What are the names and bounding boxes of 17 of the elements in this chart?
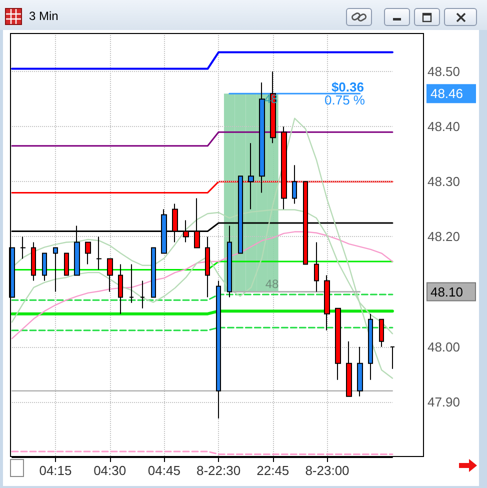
y-tick-label: 48.00: [427, 339, 460, 354]
x-tick-label: 04:15: [39, 463, 72, 478]
y-tick-label: 48.30: [427, 174, 460, 190]
y-tick-label: 47.90: [427, 394, 460, 410]
y-tick-label: 48.10: [430, 284, 464, 300]
y-tick-label: 48.40: [427, 119, 460, 134]
annotation: $0.36: [331, 80, 364, 94]
x-tick-label: 22:45: [256, 463, 290, 478]
x-tick-label: 8-23:00: [305, 463, 350, 478]
chart-title: 3 Min: [29, 9, 58, 23]
y-tick-label: 48.50: [427, 64, 460, 80]
annotation: 0.75 %: [324, 92, 366, 108]
x-tick-label: 8-22:30: [196, 463, 241, 478]
x-tick-label: 04:30: [94, 463, 126, 478]
x-tick-label: 04:45: [148, 463, 180, 478]
y-tick-label: 48.46: [430, 86, 464, 102]
y-tick-label: 48.20: [427, 229, 460, 244]
